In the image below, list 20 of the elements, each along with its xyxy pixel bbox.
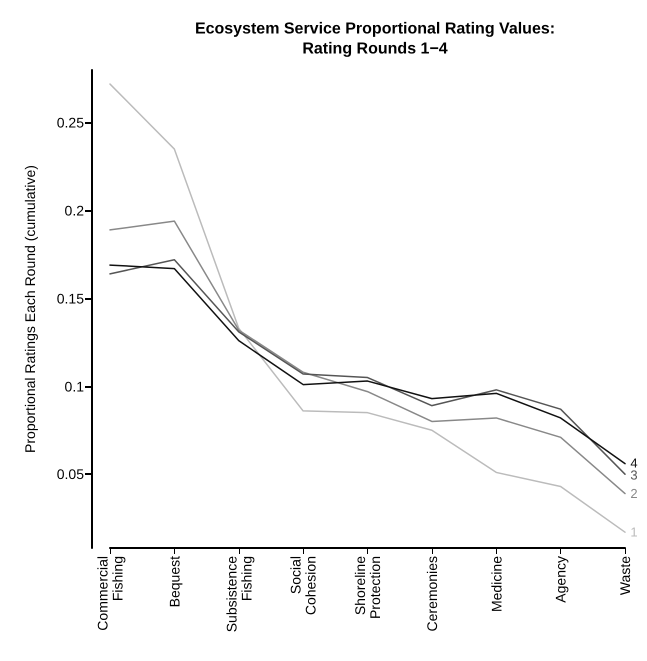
x-tick-label: Subsistence Fishing — [223, 556, 254, 632]
y-tick-label: 0.1 — [64, 378, 84, 394]
line-series — [109, 83, 626, 533]
series-label: 1 — [630, 524, 638, 540]
x-tick-label: Waste — [617, 556, 633, 596]
y-tick-label: 0.2 — [64, 202, 84, 219]
y-tick-label: 0.15 — [56, 290, 84, 306]
y-tick-label: 0.25 — [56, 114, 84, 131]
y-tick-label: 0.05 — [56, 466, 84, 482]
y-axis-title: Proportional Ratings Each Round (cumulative) — [22, 165, 38, 453]
chart-title: Ecosystem Service Proportional Rating Values: Rating Rounds 1−4 — [194, 20, 556, 58]
x-tick-label: Shoreline Protection — [352, 556, 383, 620]
x-tick-label: Commercial Fishing — [94, 556, 126, 631]
x-tick-label: Agency — [552, 556, 569, 603]
x-tick-label: Bequest — [166, 556, 182, 608]
series-label: 2 — [630, 486, 638, 502]
line-series — [109, 220, 626, 494]
x-tick-label: Medicine — [488, 556, 504, 612]
x-tick-label: Ceremonies — [424, 556, 440, 632]
x-tick-label: Social Cohesion — [288, 556, 319, 616]
